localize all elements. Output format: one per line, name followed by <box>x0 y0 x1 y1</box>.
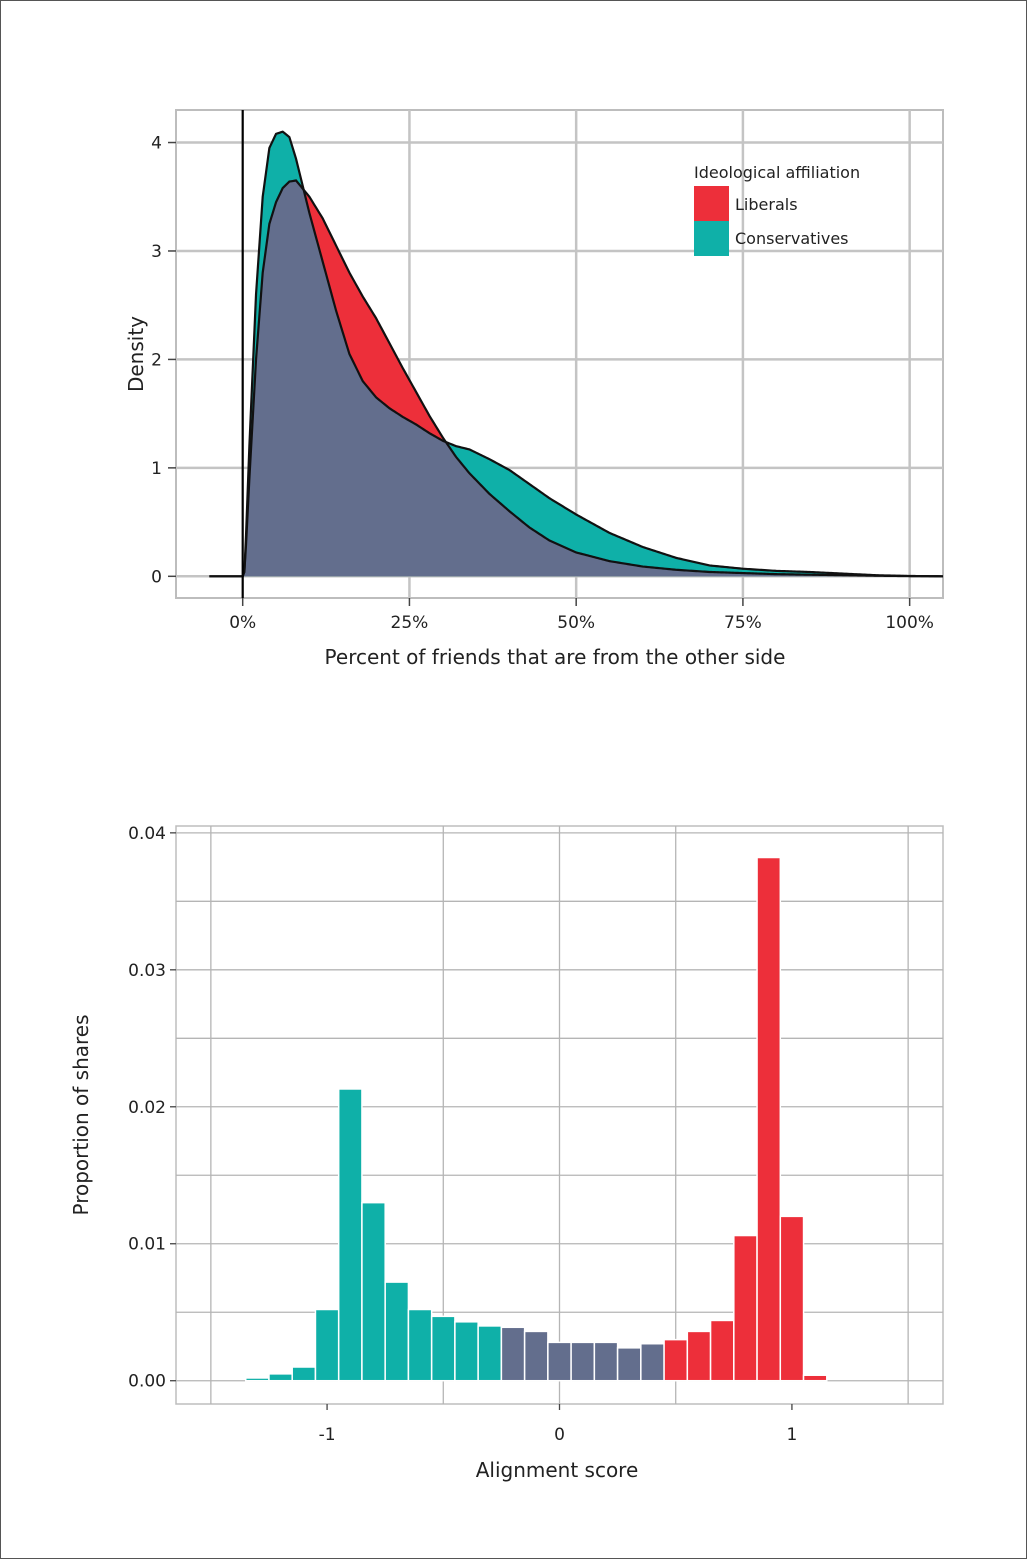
density-y-axis-title: Density <box>124 316 148 392</box>
liberals-density-line <box>209 179 944 578</box>
density-y-tick-label: 4 <box>151 134 162 154</box>
legend-swatch-conservatives <box>694 221 729 256</box>
density-legend: Ideological affiliation Liberals Conserv… <box>694 163 860 256</box>
density-x-axis-title: Percent of friends that are from the oth… <box>325 645 786 669</box>
legend-title: Ideological affiliation <box>694 163 860 182</box>
density-y-tick-label: 3 <box>151 242 162 262</box>
legend-label-conservatives: Conservatives <box>735 229 849 248</box>
conservatives-density-line <box>209 130 944 578</box>
legend-label-liberals: Liberals <box>735 195 798 214</box>
density-x-tick-label: 25% <box>391 613 429 633</box>
density-areas <box>209 110 944 598</box>
density-ticks: 0% 25% 50% 75% 100% 0 1 2 3 4 <box>151 134 934 633</box>
overlap-density-area <box>209 180 943 577</box>
density-x-tick-label: 75% <box>724 613 762 633</box>
legend-swatch-liberals <box>694 186 729 221</box>
density-x-tick-label: 0% <box>229 613 256 633</box>
density-y-tick-label: 0 <box>151 567 162 587</box>
density-x-tick-label: 100% <box>885 613 934 633</box>
density-chart: 0% 25% 50% 75% 100% 0 1 2 3 4 Percent of friends … <box>124 109 944 669</box>
density-y-tick-label: 2 <box>151 350 162 370</box>
density-x-tick-label: 50% <box>557 613 595 633</box>
density-y-tick-label: 1 <box>151 459 162 479</box>
